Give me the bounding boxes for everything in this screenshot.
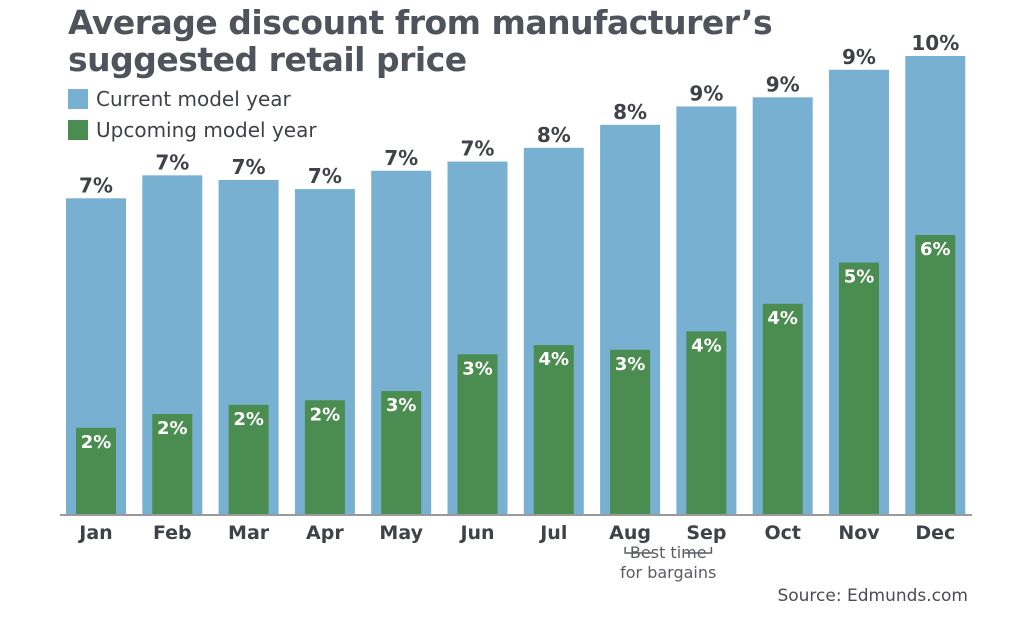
bar-upcoming-sep [686,331,727,515]
x-tick-label-nov: Nov [838,522,880,544]
data-label-current-sep: 9% [689,81,723,105]
data-label-current-nov: 9% [842,45,876,69]
title-line-1: Average discount from manufacturer’s [68,3,773,42]
legend-swatch-current [68,89,88,109]
annotation-bracket-right [684,547,713,554]
legend-item-current: Current model year [68,87,291,111]
annotation-bracket-left [624,547,653,554]
data-label-current-aug: 8% [613,100,647,124]
bar-upcoming-apr [304,400,345,515]
bar-upcoming-oct [762,303,803,515]
x-tick-label-sep: Sep [686,522,726,544]
x-tick-label-jan: Jan [77,522,112,544]
bar-upcoming-nov [839,262,879,515]
data-label-upcoming-jan: 2% [81,432,112,453]
data-label-current-dec: 10% [911,31,959,55]
data-label-upcoming-aug: 3% [615,354,646,375]
bar-upcoming-jan [76,427,116,515]
data-label-upcoming-sep: 4% [691,335,722,356]
data-label-upcoming-nov: 5% [844,267,875,288]
data-label-current-jan: 7% [79,173,113,197]
data-label-upcoming-jul: 4% [539,349,570,370]
bar-upcoming-mar [228,404,269,515]
data-label-upcoming-jun: 3% [462,358,493,379]
annotation-line-2: for bargains [620,563,716,582]
x-tick-label-dec: Dec [915,522,955,544]
annotation-line-1: Best time [630,543,707,562]
data-label-current-apr: 7% [308,164,342,188]
bar-upcoming-may [381,391,422,515]
data-label-current-jun: 7% [461,137,495,161]
legend-item-upcoming: Upcoming model year [68,118,317,142]
x-tick-label-jun: Jun [458,522,494,544]
x-tick-label-jul: Jul [538,522,567,544]
legend-label-upcoming: Upcoming model year [96,118,317,142]
source-note: Source: Edmunds.com [777,586,968,606]
data-label-current-jul: 8% [537,123,571,147]
data-label-upcoming-dec: 6% [920,239,951,260]
x-tick-label-may: May [379,522,423,544]
chart-title: Average discount from manufacturer’s sug… [68,3,773,79]
title-line-2: suggested retail price [68,40,467,79]
bar-upcoming-dec [915,235,956,515]
data-label-upcoming-oct: 4% [767,308,798,329]
data-label-current-mar: 7% [232,155,266,179]
data-label-upcoming-mar: 2% [233,409,264,430]
x-tick-label-aug: Aug [609,522,651,544]
x-tick-label-apr: Apr [306,522,344,544]
data-label-upcoming-feb: 2% [157,418,188,439]
x-tick-label-oct: Oct [764,522,801,544]
data-label-upcoming-may: 3% [386,395,417,416]
data-label-upcoming-apr: 2% [310,404,341,425]
x-tick-label-mar: Mar [228,522,270,544]
bar-upcoming-feb [152,414,193,515]
bar-upcoming-jun [457,354,498,515]
bar-upcoming-jul [533,345,574,515]
legend-swatch-upcoming [68,120,88,140]
bar-upcoming-aug [610,349,651,515]
data-label-current-feb: 7% [155,150,189,174]
x-tick-label-feb: Feb [153,522,192,544]
data-label-current-may: 7% [384,146,418,170]
legend-label-current: Current model year [96,87,291,111]
data-label-current-oct: 9% [766,72,800,96]
